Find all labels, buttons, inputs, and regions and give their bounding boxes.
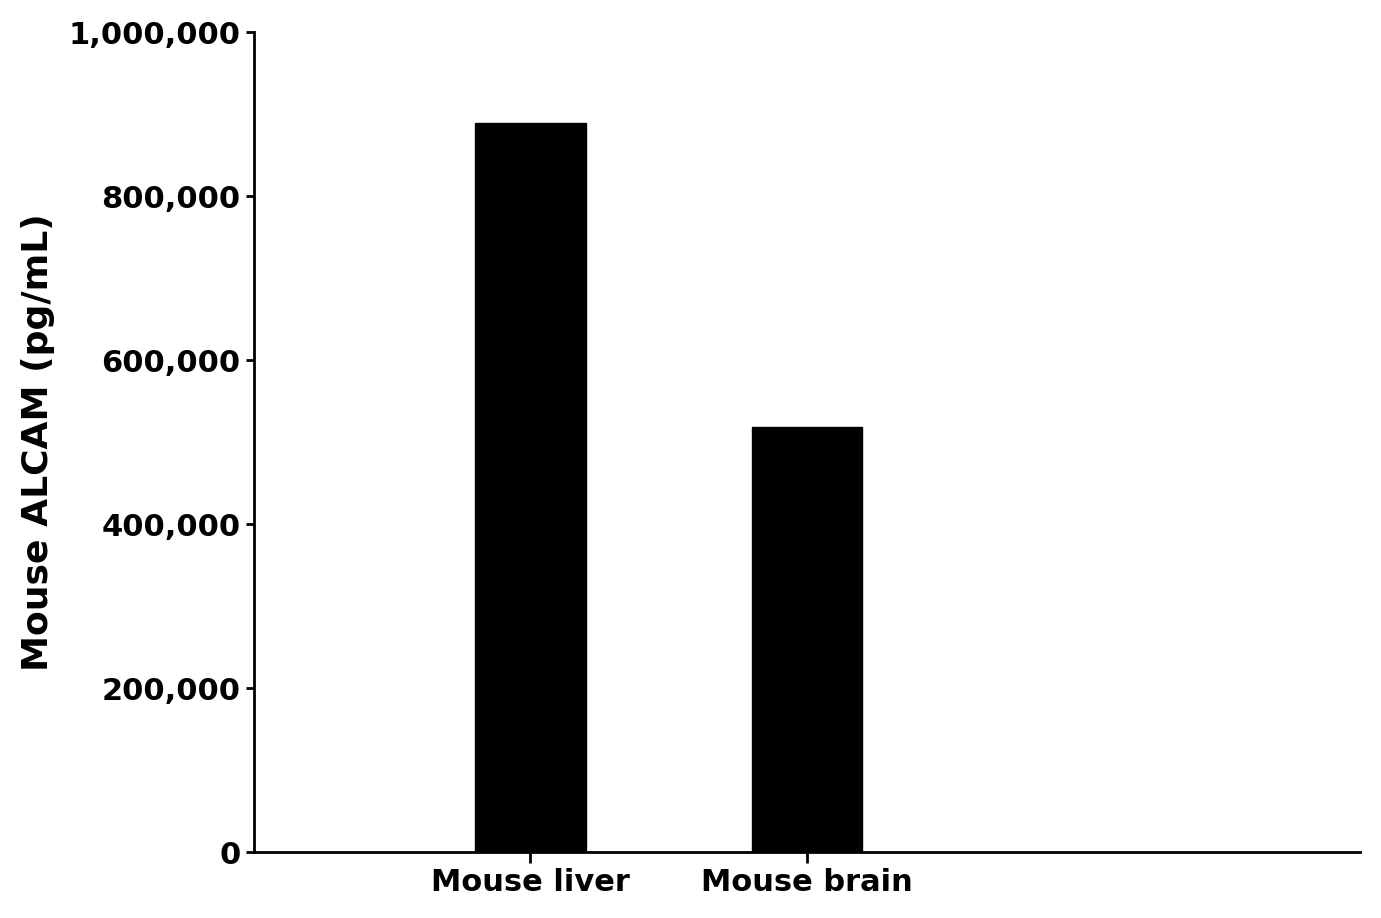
Bar xyxy=(751,427,862,852)
Bar xyxy=(475,123,586,852)
Y-axis label: Mouse ALCAM (pg/mL): Mouse ALCAM (pg/mL) xyxy=(21,213,55,671)
